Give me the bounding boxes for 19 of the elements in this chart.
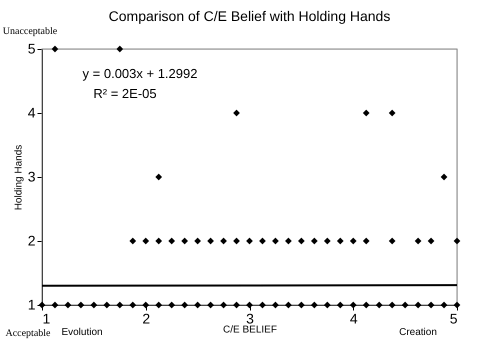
x-tick-label: 1: [42, 310, 50, 326]
annotation: y = 0.003x + 1.2992: [82, 66, 198, 81]
x-tick-label: 3: [246, 310, 254, 326]
text: Creation: [399, 327, 437, 338]
chart-title: Comparison of C/E Belief with Holding Hands: [108, 8, 390, 24]
x-tick-label: 5: [450, 310, 458, 326]
text: Evolution: [61, 327, 103, 338]
x-tick-label: 4: [350, 310, 358, 326]
y-tick-label: 2: [28, 232, 36, 248]
y-tick-label: 5: [28, 40, 36, 56]
annotation: R² = 2E-05: [93, 86, 157, 101]
x-axis-title: C/E BELIEF: [223, 324, 277, 336]
y-tick-label: 4: [28, 104, 36, 120]
text: Acceptable: [6, 328, 52, 339]
y-tick-label: 1: [28, 296, 36, 312]
x-tick-label: 2: [142, 310, 150, 326]
y-tick-label: 3: [28, 168, 36, 184]
y-axis-title: Holding Hands: [14, 144, 25, 210]
text: Unacceptable: [2, 26, 58, 37]
